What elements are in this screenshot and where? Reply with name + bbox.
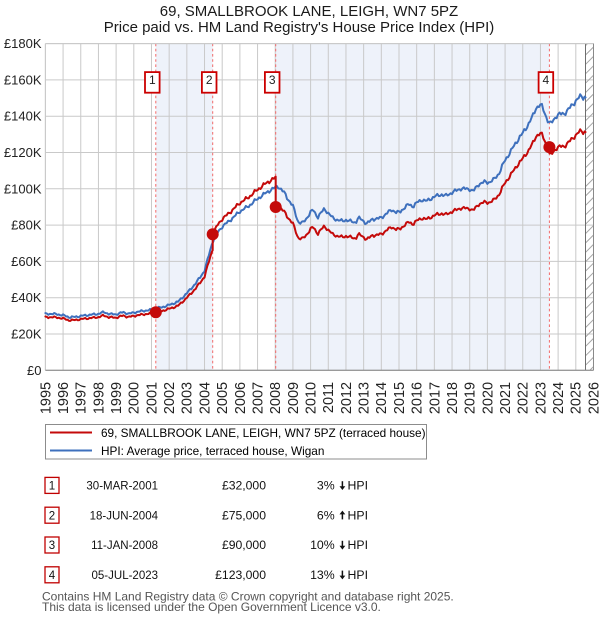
svg-text:2018: 2018 [445,382,461,414]
svg-text:HPI: HPI [348,538,369,552]
svg-text:69, SMALLBROOK LANE, LEIGH, WN: 69, SMALLBROOK LANE, LEIGH, WN7 5PZ [160,3,458,20]
svg-text:£20K: £20K [11,327,42,342]
svg-text:£32,000: £32,000 [222,479,266,493]
svg-text:1998: 1998 [91,382,107,414]
svg-text:2016: 2016 [410,382,426,414]
svg-text:2005: 2005 [215,382,231,414]
svg-text:HPI: HPI [348,568,369,582]
svg-text:Price paid vs. HM Land Registr: Price paid vs. HM Land Registry's House … [104,19,495,36]
svg-text:1997: 1997 [74,382,90,414]
svg-text:1996: 1996 [56,382,72,414]
svg-text:2021: 2021 [498,382,514,414]
svg-text:4: 4 [543,73,550,87]
svg-text:2000: 2000 [127,382,143,414]
svg-text:2019: 2019 [463,382,479,414]
svg-text:£0: £0 [27,363,41,378]
svg-text:1: 1 [149,73,156,87]
svg-text:HPI: HPI [348,508,369,522]
svg-text:2009: 2009 [286,382,302,414]
svg-text:11-JAN-2008: 11-JAN-2008 [91,540,158,552]
svg-text:05-JUL-2023: 05-JUL-2023 [92,570,158,582]
svg-text:69, SMALLBROOK LANE, LEIGH, WN: 69, SMALLBROOK LANE, LEIGH, WN7 5PZ (ter… [101,426,426,440]
svg-text:£180K: £180K [4,36,42,51]
svg-text:2: 2 [206,73,213,87]
svg-text:1: 1 [49,481,55,493]
svg-text:£60K: £60K [11,254,42,269]
svg-text:This data is licensed under th: This data is licensed under the Open Gov… [42,600,381,614]
svg-text:18-JUN-2004: 18-JUN-2004 [90,510,159,522]
svg-text:2004: 2004 [197,382,213,414]
svg-text:2011: 2011 [321,382,337,413]
svg-text:2022: 2022 [516,382,532,414]
svg-text:1999: 1999 [109,382,125,414]
svg-text:2007: 2007 [251,382,267,414]
svg-text:£120K: £120K [4,145,42,160]
svg-text:4: 4 [49,570,56,582]
svg-text:3: 3 [269,73,276,87]
svg-text:2020: 2020 [480,382,496,414]
svg-text:2003: 2003 [180,382,196,414]
svg-text:£160K: £160K [4,72,42,87]
svg-text:2: 2 [49,510,55,522]
svg-text:3%: 3% [317,479,335,493]
svg-text:2006: 2006 [233,382,249,414]
svg-text:2026: 2026 [586,382,600,414]
svg-text:13%: 13% [310,568,335,582]
svg-text:2014: 2014 [374,382,390,414]
svg-text:2012: 2012 [339,382,355,414]
svg-text:2008: 2008 [268,382,284,414]
svg-text:£140K: £140K [4,109,42,124]
svg-text:2025: 2025 [569,382,585,414]
svg-text:2024: 2024 [551,382,567,414]
svg-text:Contains HM Land Registry data: Contains HM Land Registry data © Crown c… [42,590,454,604]
svg-text:£100K: £100K [4,181,42,196]
svg-text:2002: 2002 [162,382,178,414]
svg-text:6%: 6% [317,508,335,522]
svg-text:£80K: £80K [11,218,42,233]
svg-text:2010: 2010 [304,382,320,414]
svg-text:£75,000: £75,000 [222,508,266,522]
svg-text:2017: 2017 [427,382,443,414]
svg-text:2023: 2023 [533,382,549,414]
svg-text:10%: 10% [310,538,335,552]
svg-text:1995: 1995 [38,382,54,414]
svg-text:HPI: HPI [348,479,369,493]
svg-text:2013: 2013 [357,382,373,414]
svg-text:£90,000: £90,000 [222,538,266,552]
svg-text:30-MAR-2001: 30-MAR-2001 [86,481,158,493]
svg-text:£40K: £40K [11,290,42,305]
svg-text:HPI: Average price, terraced h: HPI: Average price, terraced house, Wiga… [101,444,324,458]
svg-text:2001: 2001 [144,382,160,414]
svg-text:2015: 2015 [392,382,408,414]
svg-text:3: 3 [49,540,55,552]
svg-text:£123,000: £123,000 [215,568,266,582]
